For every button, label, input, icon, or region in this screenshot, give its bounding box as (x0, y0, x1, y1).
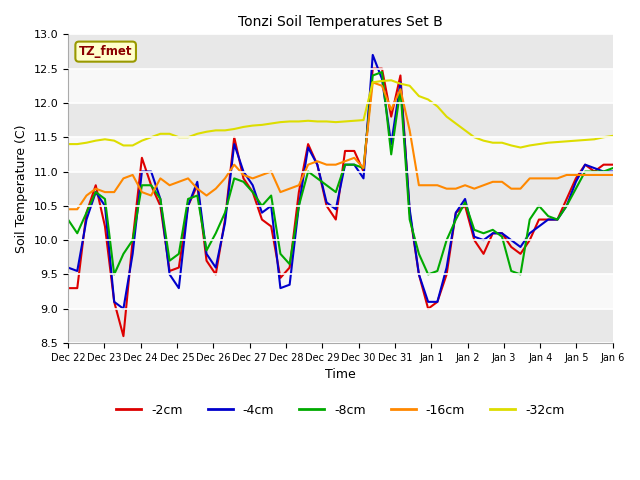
Bar (68, 35, 613, 69)
Bar (68, 171, 613, 206)
Bar (68, 275, 613, 309)
Bar (68, 69, 613, 103)
Title: Tonzi Soil Temperatures Set B: Tonzi Soil Temperatures Set B (238, 15, 443, 29)
Bar (68, 206, 613, 240)
Bar (68, 240, 613, 275)
Y-axis label: Soil Temperature (C): Soil Temperature (C) (15, 124, 28, 253)
Bar (68, 309, 613, 343)
Bar (68, 137, 613, 171)
Legend: -2cm, -4cm, -8cm, -16cm, -32cm: -2cm, -4cm, -8cm, -16cm, -32cm (111, 399, 570, 421)
Text: TZ_fmet: TZ_fmet (79, 45, 132, 58)
X-axis label: Time: Time (325, 368, 356, 381)
Bar (68, 103, 613, 137)
